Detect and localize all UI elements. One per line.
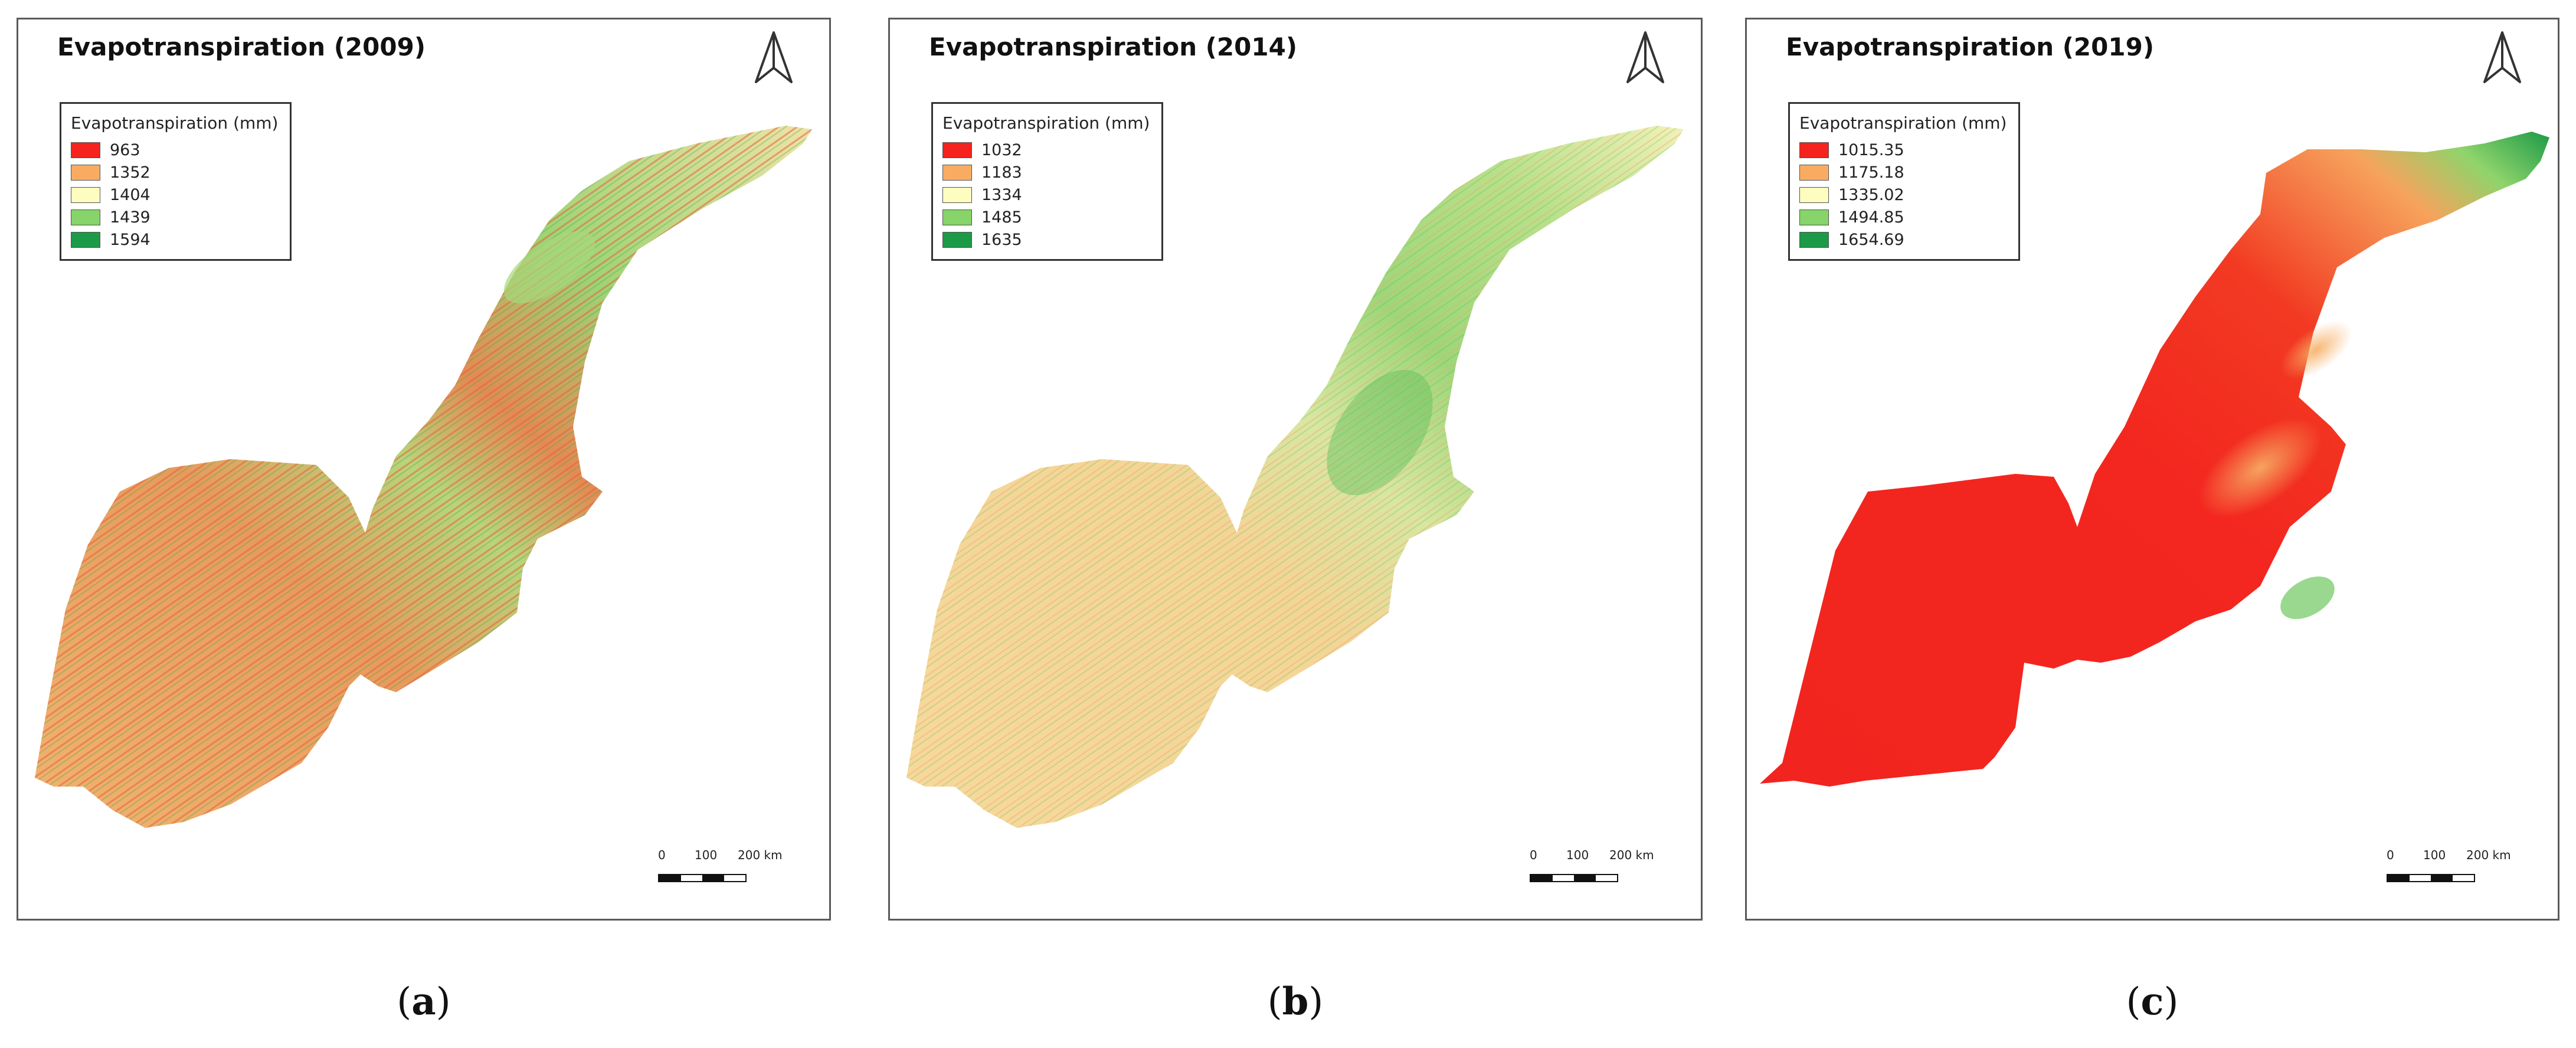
scale-tick-label: 100 [2423,848,2446,862]
legend-item: 1334 [942,184,1150,206]
legend-title: Evapotranspiration (mm) [71,113,279,133]
legend: Evapotranspiration (mm) 1032 1183 1334 1… [931,102,1164,261]
legend-label: 1494.85 [1838,208,1904,227]
scale-tick-label: 200 km [1609,848,1654,862]
legend-swatch [1799,142,1829,158]
legend-swatch [942,142,972,158]
legend-item: 1335.02 [1799,184,2007,206]
map-title: Evapotranspiration (2009) [57,32,426,61]
north-arrow-icon [755,31,793,83]
legend-label: 1015.35 [1838,140,1904,159]
legend-item: 1183 [942,161,1150,184]
north-arrow-icon [2483,31,2521,83]
legend-label: 1335.02 [1838,185,1904,204]
legend-swatch [1799,164,1829,181]
caption-letter: c [2140,980,2164,1024]
legend: Evapotranspiration (mm) 1015.35 1175.18 … [1788,102,2021,261]
region-map-2014 [906,126,1684,828]
legend-swatch [942,231,972,248]
legend-swatch [1799,186,1829,203]
legend: Evapotranspiration (mm) 963 1352 1404 14… [60,102,292,261]
scale-tick-label: 100 [695,848,718,862]
legend-label: 1439 [110,208,150,227]
legend-label: 1594 [110,230,150,249]
legend-swatch [71,186,100,203]
map-title: Evapotranspiration (2019) [1786,32,2155,61]
legend-swatch [71,231,100,248]
legend-item: 1654.69 [1799,228,2007,251]
legend-swatch [942,164,972,181]
scale-tick-label: 0 [2387,848,2394,862]
legend-label: 1183 [981,163,1022,182]
legend-item: 1175.18 [1799,161,2007,184]
legend-title: Evapotranspiration (mm) [1799,113,2007,133]
legend-label: 1635 [981,230,1022,249]
legend-swatch [1799,231,1829,248]
legend-title: Evapotranspiration (mm) [942,113,1150,133]
legend-swatch [942,209,972,225]
caption-letter: b [1282,980,1309,1024]
region-shape [1760,132,2549,787]
scale-bar: 0 100 200 km [1530,848,1671,895]
legend-label: 1352 [110,163,150,182]
terrain-texture [35,126,812,828]
caption-c: (c) [2126,980,2179,1024]
scale-bar: 0 100 200 km [2387,848,2528,895]
scale-tick-label: 100 [1566,848,1589,862]
legend-swatch [942,186,972,203]
scale-tick-label: 0 [658,848,666,862]
caption-a: (a) [397,980,451,1024]
legend-swatch [71,142,100,158]
legend-label: 1032 [981,140,1022,159]
legend-label: 1404 [110,185,150,204]
terrain-texture [906,126,1684,828]
legend-item: 1015.35 [1799,139,2007,161]
legend-item: 1404 [71,184,278,206]
legend-label: 963 [110,140,140,159]
legend-swatch [1799,209,1829,225]
scale-bar: 0 100 200 km [658,848,800,895]
map-panel-b: Evapotranspiration (2014) Evapotranspira… [888,18,1703,921]
legend-swatch [71,164,100,181]
map-title: Evapotranspiration (2014) [929,32,1298,61]
legend-item: 1352 [71,161,278,184]
region-map-2009 [35,126,812,828]
caption-letter: a [411,980,436,1024]
legend-label: 1334 [981,185,1022,204]
legend-item: 1485 [942,206,1150,228]
north-arrow-icon [1626,31,1664,83]
map-panel-c: Evapotranspiration (2019) Evapotranspira… [1745,18,2559,921]
caption-b: (b) [1267,980,1324,1024]
legend-item: 1594 [71,228,278,251]
scale-tick-label: 0 [1530,848,1537,862]
legend-item: 1032 [942,139,1150,161]
legend-item: 1635 [942,228,1150,251]
legend-swatch [71,209,100,225]
legend-label: 1175.18 [1838,163,1904,182]
legend-label: 1485 [981,208,1022,227]
map-panel-a: Evapotranspiration (2009) Evapotranspira… [17,18,831,921]
scale-tick-label: 200 km [738,848,783,862]
legend-item: 963 [71,139,278,161]
legend-item: 1439 [71,206,278,228]
legend-label: 1654.69 [1838,230,1904,249]
region-map-2019 [1760,132,2549,787]
legend-item: 1494.85 [1799,206,2007,228]
scale-tick-label: 200 km [2466,848,2511,862]
